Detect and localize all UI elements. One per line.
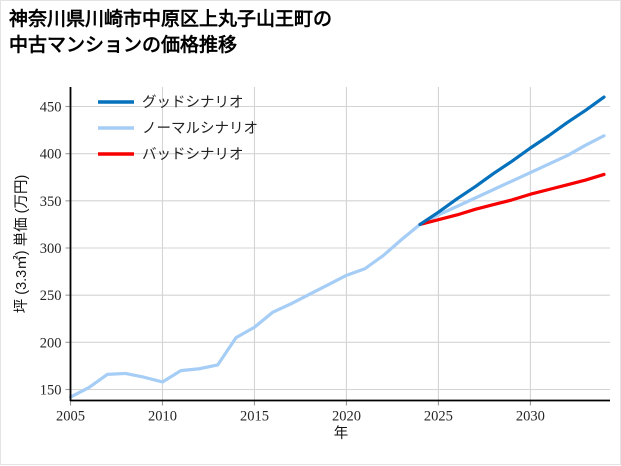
y-tick-label: 200 bbox=[40, 335, 62, 351]
y-tick-label: 250 bbox=[40, 288, 62, 304]
x-tick-label: 2010 bbox=[148, 409, 177, 425]
legend-label-2: バッドシナリオ bbox=[142, 147, 244, 163]
y-tick-label: 450 bbox=[40, 100, 62, 116]
series-line-ノーマルシナリオ bbox=[68, 134, 606, 399]
y-tick-label: 150 bbox=[40, 383, 62, 399]
y-tick-label: 300 bbox=[40, 241, 62, 257]
x-tick-label: 2030 bbox=[516, 409, 545, 425]
legend-label-1: ノーマルシナリオ bbox=[142, 121, 258, 137]
legend-label-0: グッドシナリオ bbox=[142, 94, 244, 111]
x-axis-tick-labels: 2005 2010 2015 2020 2025 2030 bbox=[56, 409, 545, 425]
x-tick-label: 2015 bbox=[240, 409, 269, 425]
tickmarks bbox=[65, 105, 531, 406]
y-tick-label: 350 bbox=[40, 194, 62, 210]
x-tick-label: 2005 bbox=[56, 409, 85, 425]
x-axis-title: 年 bbox=[334, 425, 349, 442]
data-series-group bbox=[68, 95, 606, 399]
y-axis-tick-labels: 150 200 250 300 350 400 450 bbox=[40, 100, 62, 399]
y-tick-label: 400 bbox=[40, 147, 62, 163]
x-tick-label: 2020 bbox=[332, 409, 361, 425]
y-axis-title: 坪 (3.3㎡) 単価 (万円) bbox=[13, 175, 30, 314]
series-line-バッドシナリオ bbox=[418, 172, 606, 227]
series-line-グッドシナリオ bbox=[418, 95, 606, 227]
page-title: 神奈川県川崎市中原区上丸子山王町の 中古マンションの価格推移 bbox=[9, 9, 333, 57]
x-tick-label: 2025 bbox=[424, 409, 453, 425]
axis-lines bbox=[69, 87, 610, 402]
